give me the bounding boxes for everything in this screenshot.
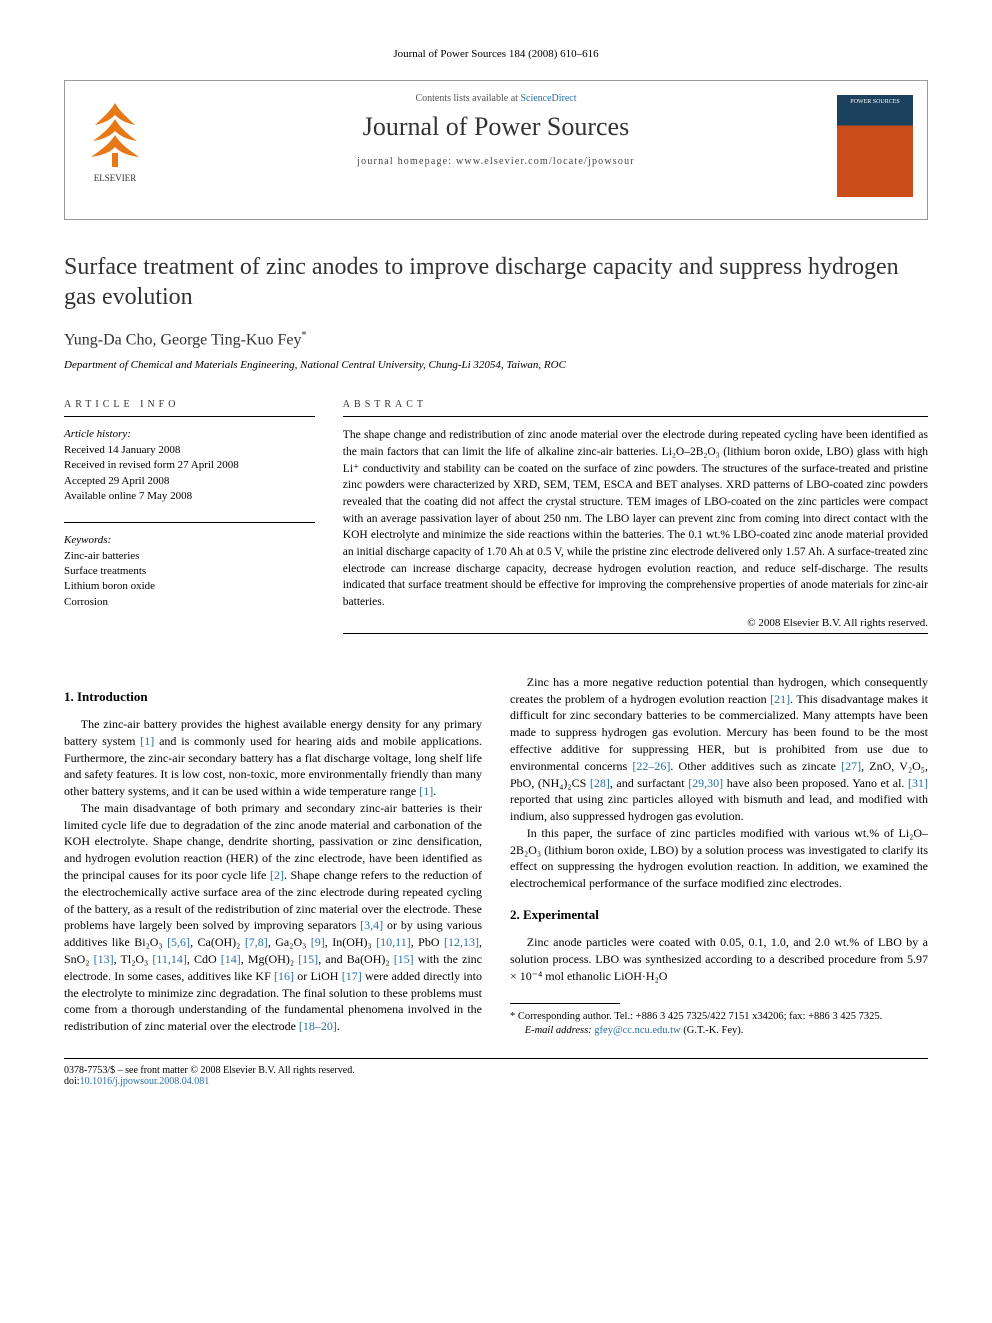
doi-label: doi: <box>64 1076 80 1087</box>
elsevier-logo: ELSEVIER <box>79 95 151 187</box>
ref-link[interactable]: [17] <box>342 969 362 983</box>
journal-homepage: journal homepage: www.elsevier.com/locat… <box>171 156 821 167</box>
ref-link[interactable]: [31] <box>908 776 928 790</box>
section-head-intro: 1. Introduction <box>64 688 482 706</box>
journal-name: Journal of Power Sources <box>171 112 821 142</box>
footer-rule <box>64 1058 928 1059</box>
keyword: Corrosion <box>64 596 108 608</box>
keywords-head: Keywords: <box>64 534 111 546</box>
ref-link[interactable]: [21] <box>770 692 790 706</box>
ref-link[interactable]: [29,30] <box>688 776 723 790</box>
sciencedirect-link[interactable]: ScienceDirect <box>520 93 576 104</box>
abstract-text: The shape change and redistribution of z… <box>343 427 928 610</box>
doi-link[interactable]: 10.1016/j.jpowsour.2008.04.081 <box>80 1076 210 1087</box>
ref-link[interactable]: [5,6] <box>167 935 190 949</box>
history-head: Article history: <box>64 428 131 440</box>
authors: Yung-Da Cho, George Ting-Kuo Fey* <box>64 330 928 349</box>
journal-header-box: ELSEVIER POWER SOURCES Contents lists av… <box>64 80 928 220</box>
ref-link[interactable]: [27] <box>841 759 861 773</box>
email-link[interactable]: gfey@cc.ncu.edu.tw <box>594 1025 680 1036</box>
contents-text: Contents lists available at <box>415 93 520 104</box>
abstract-copyright: © 2008 Elsevier B.V. All rights reserved… <box>343 617 928 629</box>
paragraph: Zinc anode particles were coated with 0.… <box>510 934 928 984</box>
article-title: Surface treatment of zinc anodes to impr… <box>64 252 928 312</box>
cover-title: POWER SOURCES <box>837 95 913 109</box>
svg-text:ELSEVIER: ELSEVIER <box>94 173 137 183</box>
rule <box>64 416 315 417</box>
ref-link[interactable]: [10,11] <box>376 935 411 949</box>
ref-link[interactable]: [2] <box>270 868 284 882</box>
page-footer: 0378-7753/$ – see front matter © 2008 El… <box>64 1058 928 1087</box>
issn-line: 0378-7753/$ – see front matter © 2008 El… <box>64 1065 928 1076</box>
ref-link[interactable]: [16] <box>274 969 294 983</box>
ref-link[interactable]: [14] <box>221 952 241 966</box>
ref-link[interactable]: [7,8] <box>245 935 268 949</box>
keyword: Surface treatments <box>64 565 146 577</box>
ref-link[interactable]: [28] <box>590 776 610 790</box>
abstract-head: ABSTRACT <box>343 399 928 410</box>
ref-link[interactable]: [18–20] <box>299 1019 337 1033</box>
contents-line: Contents lists available at ScienceDirec… <box>171 93 821 104</box>
paragraph: The zinc-air battery provides the highes… <box>64 716 482 800</box>
history-revised: Received in revised form 27 April 2008 <box>64 459 239 471</box>
ref-link[interactable]: [15] <box>298 952 318 966</box>
keyword: Zinc-air batteries <box>64 550 139 562</box>
affiliation: Department of Chemical and Materials Eng… <box>64 359 928 371</box>
rule <box>343 416 928 417</box>
corresponding-mark: * <box>301 330 306 341</box>
rule <box>343 633 928 634</box>
ref-link[interactable]: [9] <box>311 935 325 949</box>
paragraph: In this paper, the surface of zinc parti… <box>510 825 928 892</box>
author-names: Yung-Da Cho, George Ting-Kuo Fey <box>64 331 301 348</box>
email-footnote: E-mail address: gfey@cc.ncu.edu.tw (G.T.… <box>510 1024 928 1038</box>
homepage-url: www.elsevier.com/locate/jpowsour <box>456 156 635 167</box>
footnote-rule <box>510 1003 620 1004</box>
ref-link[interactable]: [1] <box>419 784 433 798</box>
ref-link[interactable]: [12,13] <box>444 935 479 949</box>
history-received: Received 14 January 2008 <box>64 444 180 456</box>
ref-link[interactable]: [22–26] <box>632 759 670 773</box>
ref-link[interactable]: [11,14] <box>152 952 187 966</box>
ref-link[interactable]: [3,4] <box>360 918 383 932</box>
section-head-experimental: 2. Experimental <box>510 906 928 924</box>
rule <box>64 522 315 523</box>
ref-link[interactable]: [15] <box>394 952 414 966</box>
body-columns: 1. Introduction The zinc-air battery pro… <box>64 674 928 1038</box>
running-head: Journal of Power Sources 184 (2008) 610–… <box>64 48 928 60</box>
article-info-head: ARTICLE INFO <box>64 399 315 410</box>
paragraph: The main disadvantage of both primary an… <box>64 800 482 1035</box>
journal-cover-thumbnail: POWER SOURCES <box>837 95 913 197</box>
email-label: E-mail address: <box>525 1025 595 1036</box>
email-name: (G.T.-K. Fey). <box>681 1025 744 1036</box>
paragraph: Zinc has a more negative reduction poten… <box>510 674 928 825</box>
ref-link[interactable]: [1] <box>140 734 154 748</box>
keyword: Lithium boron oxide <box>64 580 155 592</box>
history-accepted: Accepted 29 April 2008 <box>64 475 169 487</box>
ref-link[interactable]: [13] <box>94 952 114 966</box>
corresponding-footnote: * Corresponding author. Tel.: +886 3 425… <box>510 1010 928 1024</box>
history-online: Available online 7 May 2008 <box>64 490 192 502</box>
homepage-prefix: journal homepage: <box>357 156 456 167</box>
